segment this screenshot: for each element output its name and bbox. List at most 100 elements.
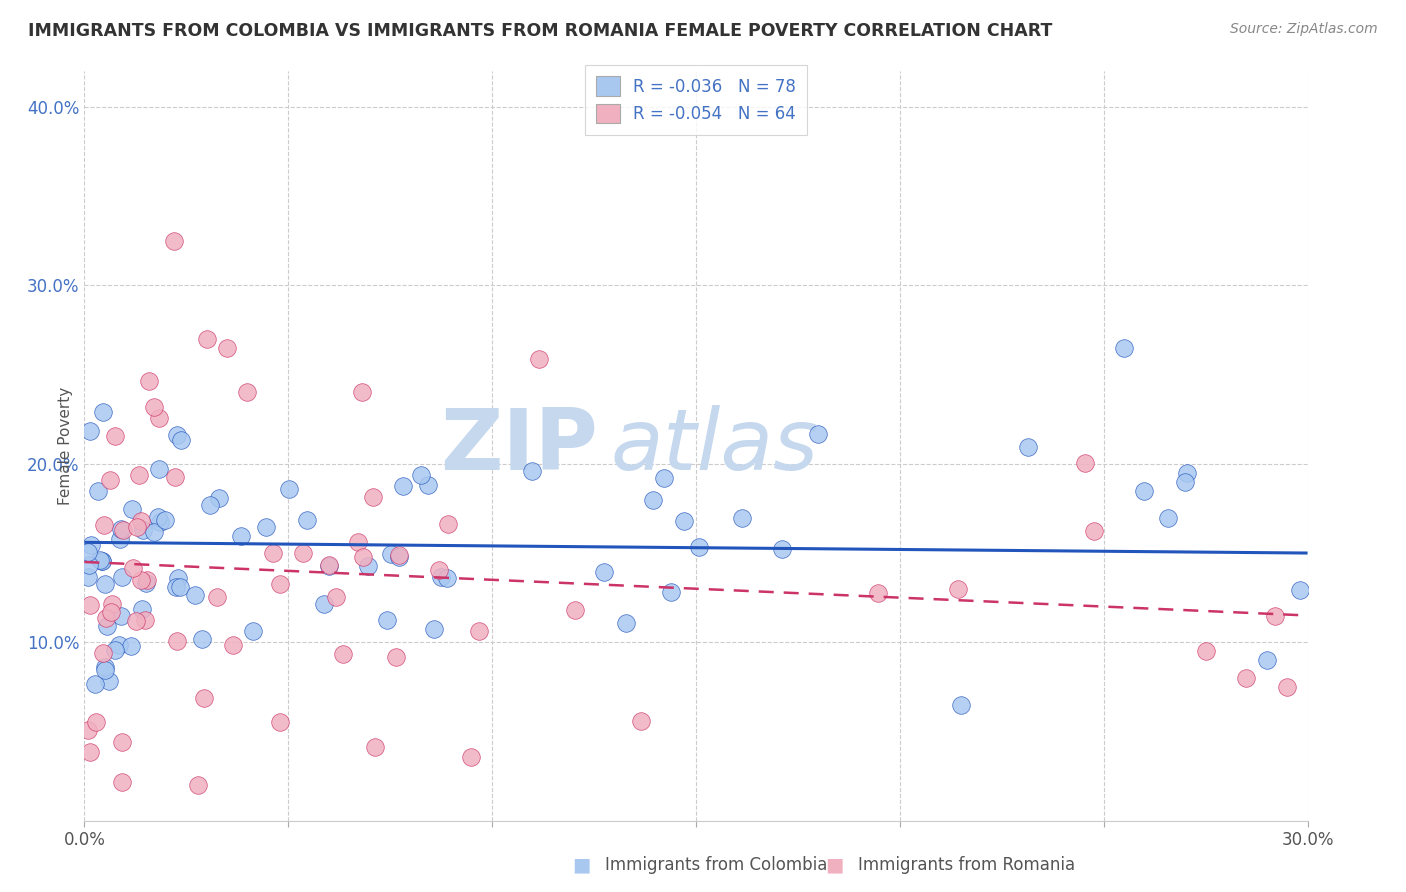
Point <box>127 520 149 534</box>
Point <box>256 520 278 534</box>
Point <box>350 385 373 400</box>
Point <box>207 491 229 505</box>
Point <box>318 558 340 572</box>
Text: IMMIGRANTS FROM COLOMBIA VS IMMIGRANTS FROM ROMANIA FEMALE POVERTY CORRELATION C: IMMIGRANTS FROM COLOMBIA VS IMMIGRANTS F… <box>28 22 1053 40</box>
Text: ■: ■ <box>825 855 844 875</box>
Point <box>166 428 188 442</box>
Point <box>429 563 451 577</box>
Point <box>1277 680 1299 694</box>
Point <box>269 577 291 591</box>
Point <box>347 535 370 549</box>
Point <box>384 650 406 665</box>
Point <box>357 559 380 574</box>
Point <box>1157 511 1180 525</box>
Point <box>170 433 193 447</box>
Point <box>96 619 118 633</box>
Point <box>104 429 127 443</box>
Point <box>318 558 340 573</box>
Point <box>110 775 132 789</box>
Point <box>332 647 354 661</box>
Point <box>377 613 399 627</box>
Point <box>295 513 318 527</box>
Point <box>108 533 131 547</box>
Point <box>652 470 675 484</box>
Point <box>467 624 489 639</box>
Point <box>1288 583 1310 598</box>
Point <box>520 464 543 478</box>
Point <box>79 745 101 759</box>
Text: Source: ZipAtlas.com: Source: ZipAtlas.com <box>1230 22 1378 37</box>
Point <box>148 410 170 425</box>
Point <box>529 352 551 367</box>
Point <box>89 553 111 567</box>
Point <box>364 740 387 755</box>
Point <box>90 554 112 568</box>
Point <box>1017 441 1039 455</box>
Point <box>325 591 347 605</box>
Point <box>278 483 301 497</box>
Point <box>1264 609 1286 624</box>
Point <box>1073 456 1095 470</box>
Point <box>80 538 103 552</box>
Point <box>1195 644 1218 658</box>
Point <box>93 518 115 533</box>
Point <box>98 473 121 487</box>
Point <box>153 513 176 527</box>
Point <box>97 673 120 688</box>
Point <box>94 577 117 591</box>
Point <box>166 634 188 648</box>
Point <box>409 467 432 482</box>
Point <box>193 690 215 705</box>
Point <box>111 735 134 749</box>
Point <box>1236 671 1258 685</box>
Point <box>770 542 793 557</box>
Text: ZIP: ZIP <box>440 404 598 488</box>
Point <box>314 597 336 611</box>
Point <box>198 499 221 513</box>
Point <box>94 611 117 625</box>
Point <box>134 613 156 627</box>
Point <box>1083 524 1105 538</box>
Point <box>688 540 710 554</box>
Point <box>437 517 460 532</box>
Point <box>149 515 172 529</box>
Point <box>121 501 143 516</box>
Point <box>129 514 152 528</box>
Point <box>672 514 695 528</box>
Point <box>242 624 264 639</box>
Point <box>94 663 117 677</box>
Point <box>111 570 134 584</box>
Point <box>128 467 150 482</box>
Point <box>77 558 100 572</box>
Point <box>352 549 374 564</box>
Point <box>148 461 170 475</box>
Point <box>630 714 652 728</box>
Point <box>217 341 239 355</box>
Point <box>231 529 253 543</box>
Point <box>79 599 101 613</box>
Point <box>91 646 114 660</box>
Point <box>391 479 413 493</box>
Point <box>84 715 107 730</box>
Point <box>1175 466 1198 480</box>
Point <box>868 586 890 600</box>
Point <box>94 660 117 674</box>
Point <box>262 546 284 560</box>
Point <box>110 609 132 624</box>
Point <box>460 749 482 764</box>
Point <box>136 573 159 587</box>
Point <box>169 580 191 594</box>
Point <box>222 638 245 652</box>
Point <box>142 400 165 414</box>
Point <box>86 484 108 499</box>
Point <box>269 715 291 730</box>
Point <box>135 576 157 591</box>
Point <box>187 778 209 792</box>
Point <box>730 511 752 525</box>
Point <box>131 602 153 616</box>
Point <box>659 585 682 599</box>
Text: ■: ■ <box>572 855 591 875</box>
Point <box>108 638 131 652</box>
Point <box>1133 483 1156 498</box>
Point <box>380 547 402 561</box>
